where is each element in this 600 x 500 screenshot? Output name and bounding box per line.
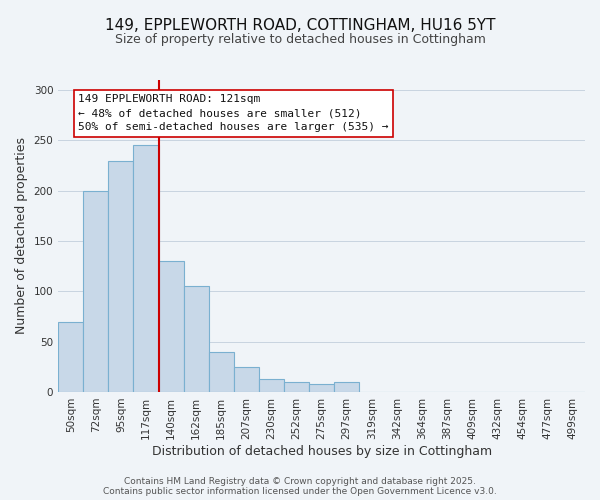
- X-axis label: Distribution of detached houses by size in Cottingham: Distribution of detached houses by size …: [152, 444, 491, 458]
- Text: 149 EPPLEWORTH ROAD: 121sqm
← 48% of detached houses are smaller (512)
50% of se: 149 EPPLEWORTH ROAD: 121sqm ← 48% of det…: [78, 94, 389, 132]
- Bar: [209, 352, 234, 392]
- Bar: [58, 322, 83, 392]
- Text: Contains HM Land Registry data © Crown copyright and database right 2025.: Contains HM Land Registry data © Crown c…: [124, 476, 476, 486]
- Bar: [284, 382, 309, 392]
- Text: Contains public sector information licensed under the Open Government Licence v3: Contains public sector information licen…: [103, 486, 497, 496]
- Bar: [184, 286, 209, 392]
- Text: Size of property relative to detached houses in Cottingham: Size of property relative to detached ho…: [115, 32, 485, 46]
- Text: 149, EPPLEWORTH ROAD, COTTINGHAM, HU16 5YT: 149, EPPLEWORTH ROAD, COTTINGHAM, HU16 5…: [105, 18, 495, 32]
- Bar: [234, 367, 259, 392]
- Bar: [83, 190, 109, 392]
- Bar: [259, 379, 284, 392]
- Bar: [133, 146, 158, 392]
- Y-axis label: Number of detached properties: Number of detached properties: [15, 138, 28, 334]
- Bar: [109, 160, 133, 392]
- Bar: [309, 384, 334, 392]
- Bar: [158, 261, 184, 392]
- Bar: [334, 382, 359, 392]
